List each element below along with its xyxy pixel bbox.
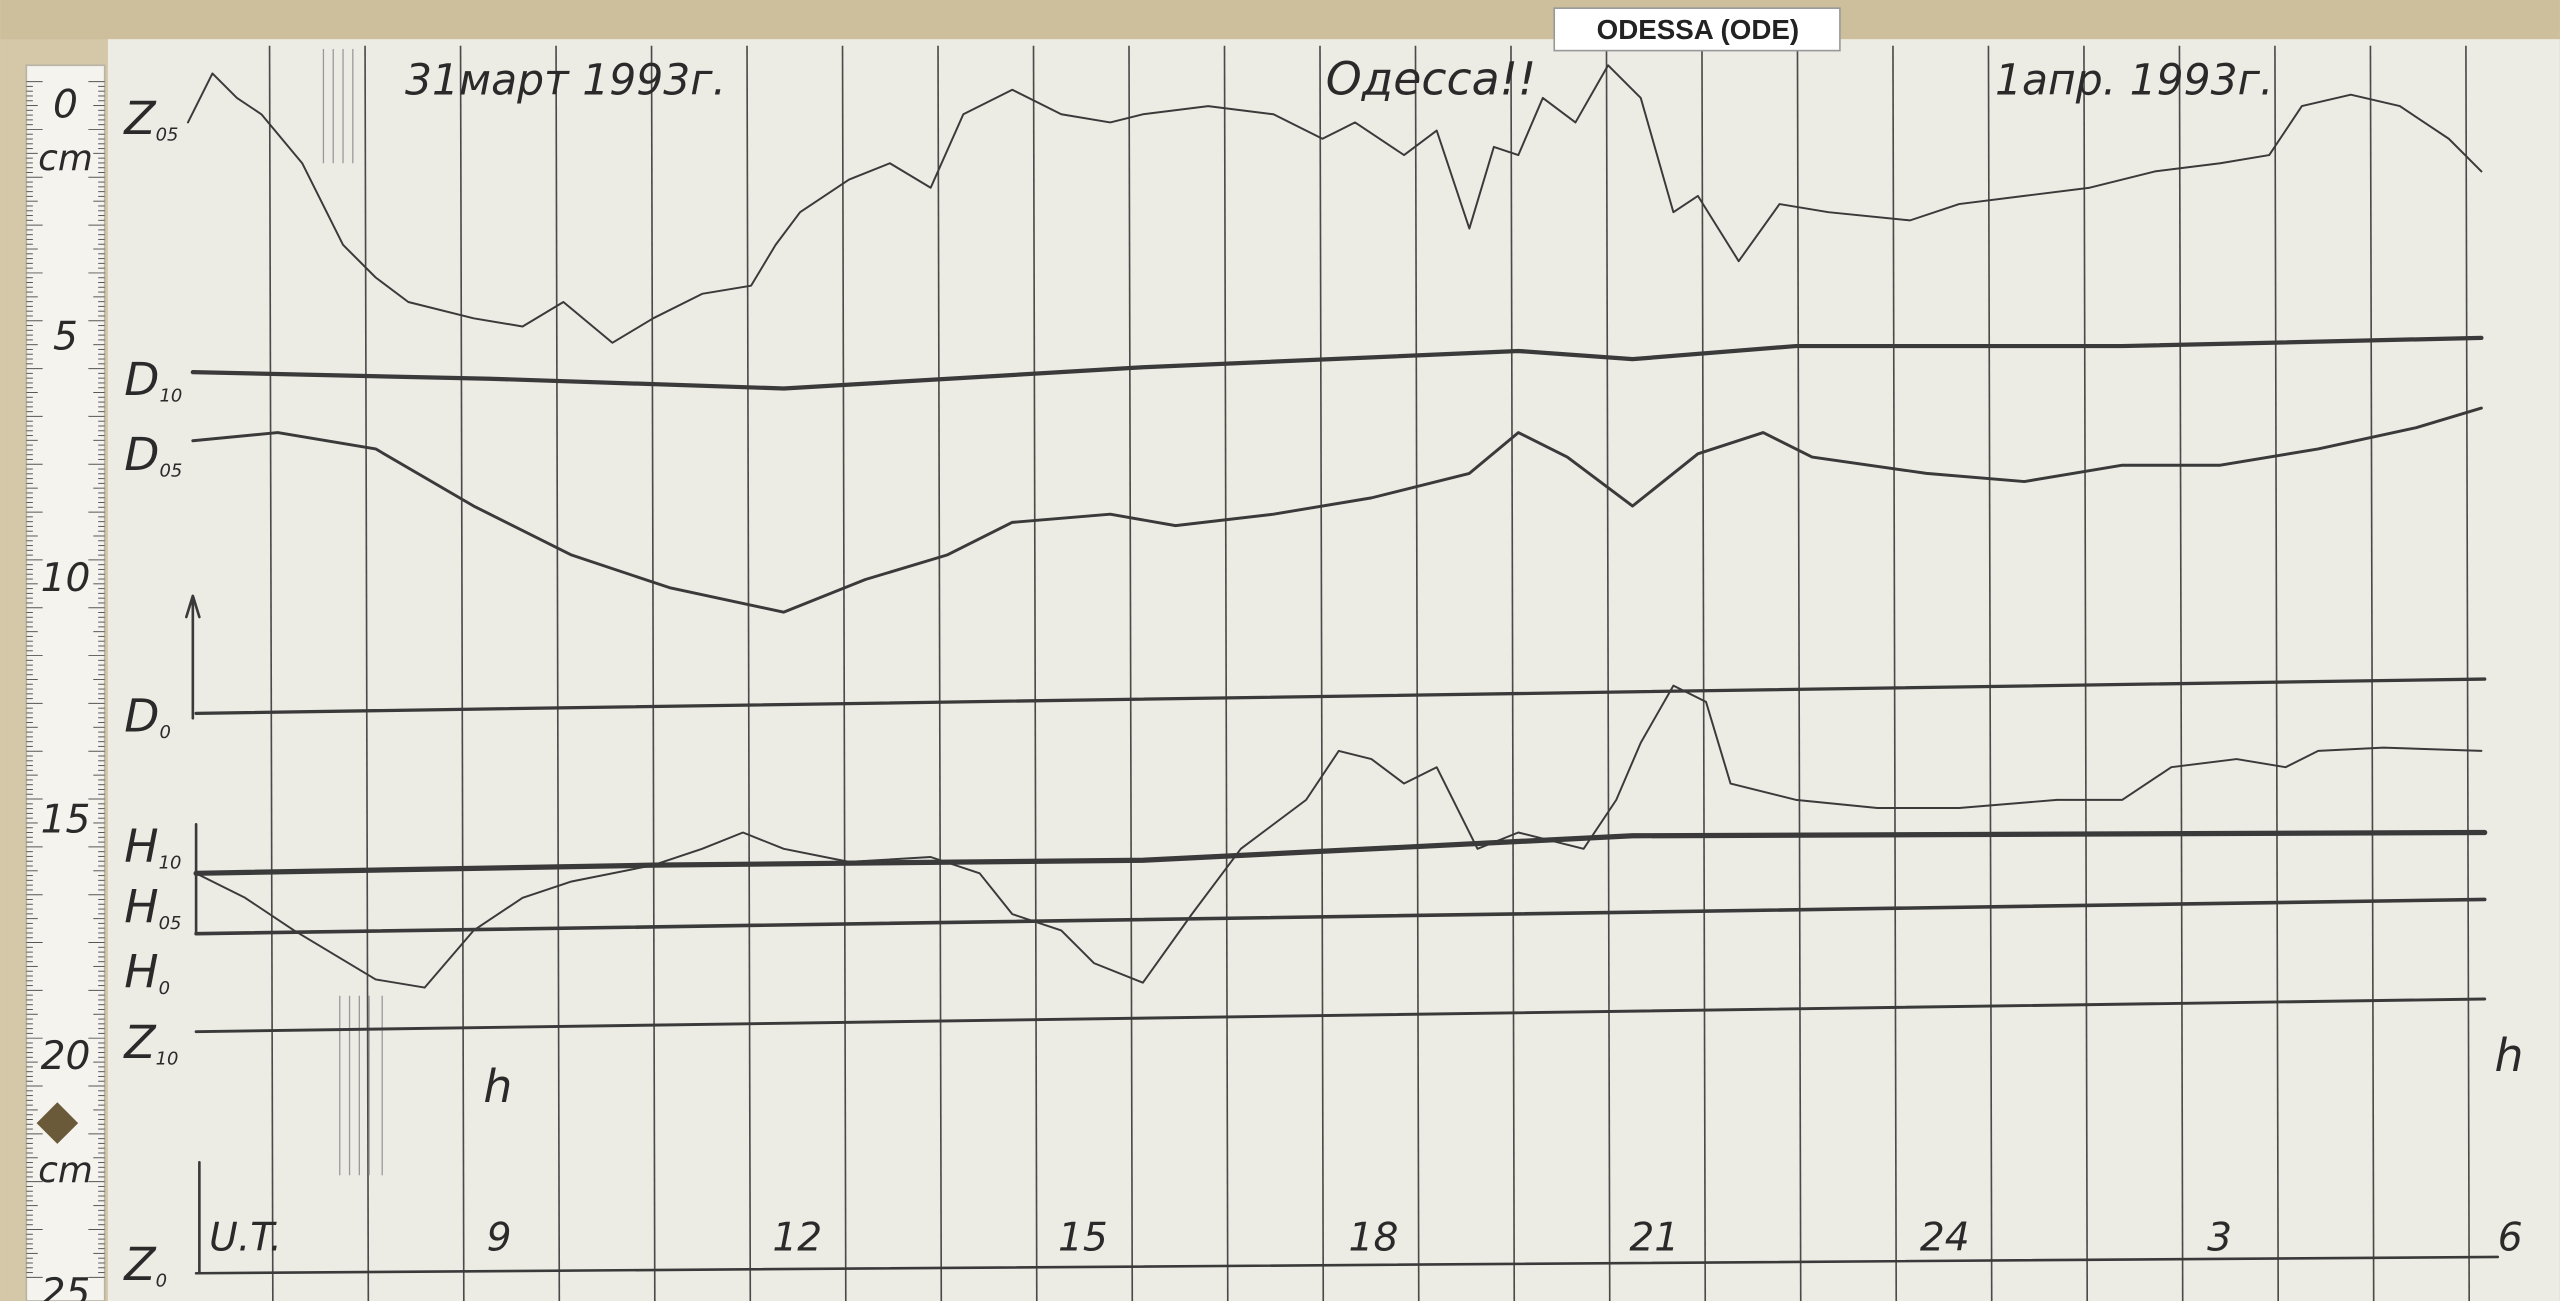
trace-subscript: 0 [159, 978, 170, 999]
trace-label: D0 [124, 689, 171, 743]
time-label: 18 [1349, 1215, 1399, 1260]
station-label-box [1553, 7, 1841, 52]
trace-label: H0 [124, 946, 170, 1000]
trace-h10 [193, 829, 2488, 876]
emblem [36, 1102, 79, 1144]
grid-line [268, 45, 274, 1301]
time-label: 6 [2498, 1215, 2523, 1260]
grid [268, 45, 2470, 1301]
time-labels: U.T. 9 12 15 18 21 24 3 6 [209, 1215, 2523, 1260]
trace-letter: D [124, 689, 159, 742]
hour-unit: h [483, 1060, 512, 1113]
time-label: 9 [487, 1215, 512, 1260]
grid-line [841, 45, 847, 1301]
grid-line [1510, 45, 1516, 1301]
hour-unit: h [2494, 1029, 2523, 1082]
trace-label: Z05 [123, 92, 178, 146]
axis-arrow-head [185, 594, 201, 619]
grid-line [746, 45, 752, 1301]
trace-label: D05 [124, 428, 182, 482]
time-label: 12 [772, 1215, 822, 1260]
trace-subscript: 10 [159, 386, 182, 407]
trace-d0 [194, 677, 2487, 715]
trace-subscript: 05 [156, 124, 179, 145]
trace-label: Z0 [123, 1238, 167, 1292]
trace-d05 [191, 406, 2483, 614]
grid-line [1223, 45, 1229, 1301]
trace-letter: Z [123, 1238, 157, 1291]
trace-label: H10 [124, 820, 181, 874]
grid-line [459, 45, 465, 1301]
station-name: Одесса!! [1326, 53, 1537, 106]
grid-line [2274, 45, 2280, 1301]
trace-letter: H [124, 946, 158, 999]
ruler-label: 25 [41, 1271, 91, 1301]
ruler-labels: 0 cm 5 10 15 20 cm 25 [38, 83, 93, 1301]
ruler-label: 5 [53, 314, 78, 359]
trace-z10 [194, 997, 2487, 1034]
time-label: 15 [1058, 1215, 1108, 1260]
trace-letter: D [124, 353, 159, 406]
grid-line [2369, 45, 2375, 1301]
grid-line [1319, 45, 1325, 1301]
trace-subscript: 0 [156, 1270, 167, 1291]
trace-h05 [194, 897, 2487, 936]
grid-line [1892, 45, 1898, 1301]
grid-line [1701, 45, 1707, 1301]
grid-line [2465, 45, 2470, 1301]
trace-letter: D [124, 428, 159, 481]
trace-subscript: 05 [159, 461, 182, 482]
grid-line [1032, 45, 1038, 1301]
grid-line [650, 45, 656, 1301]
grid-line [2178, 45, 2184, 1301]
grid-line [1987, 45, 1993, 1301]
trace-z0 [194, 1255, 2500, 1275]
grid-line [1796, 45, 1802, 1301]
time-label: 21 [1629, 1215, 1679, 1260]
paper [107, 39, 2560, 1301]
trace-letter: H [124, 880, 158, 933]
trace-subscript: 10 [156, 1048, 179, 1069]
time-label: U.T. [209, 1215, 282, 1260]
trace-subscript: 10 [159, 852, 182, 873]
trace-label: H05 [124, 880, 181, 934]
trace-d10 [190, 335, 2484, 391]
trace-subscript: 05 [159, 913, 182, 934]
ruler [25, 64, 106, 1301]
grid-line [1605, 45, 1611, 1301]
time-label: 3 [2207, 1215, 2232, 1260]
ruler-emblem [36, 1102, 79, 1144]
trace-label: Z10 [123, 1016, 178, 1070]
ruler-label: 20 [41, 1034, 91, 1079]
trace-subscript: 0 [159, 722, 170, 743]
grid-line [937, 45, 943, 1301]
faint-marks [322, 48, 383, 1176]
grid-line [2083, 45, 2089, 1301]
wall-top [0, 0, 2560, 40]
trace-label: D10 [124, 353, 182, 407]
date-right: 1апр. 1993г. [1995, 57, 2273, 106]
trace-letter: Z [123, 92, 157, 145]
grid-line [555, 45, 561, 1301]
ruler-label: 0 [53, 83, 78, 128]
trace-letter: Z [123, 1016, 157, 1069]
grid-line [1128, 45, 1134, 1301]
grid-line [1414, 45, 1420, 1301]
trace-z05 [186, 64, 2483, 344]
ruler-label: cm [38, 1150, 93, 1191]
time-label: 24 [1920, 1215, 1970, 1260]
date-left: 31март 1993г. [405, 57, 726, 106]
ruler-label: cm [38, 138, 93, 179]
grid-line [364, 45, 370, 1301]
station-label: ODESSA (ODE) [1597, 14, 1800, 45]
ruler-ticks [26, 81, 105, 1278]
trace-h [195, 684, 2483, 989]
trace-letter: H [124, 820, 158, 873]
ruler-label: 10 [41, 556, 91, 601]
ruler-label: 15 [41, 798, 91, 843]
